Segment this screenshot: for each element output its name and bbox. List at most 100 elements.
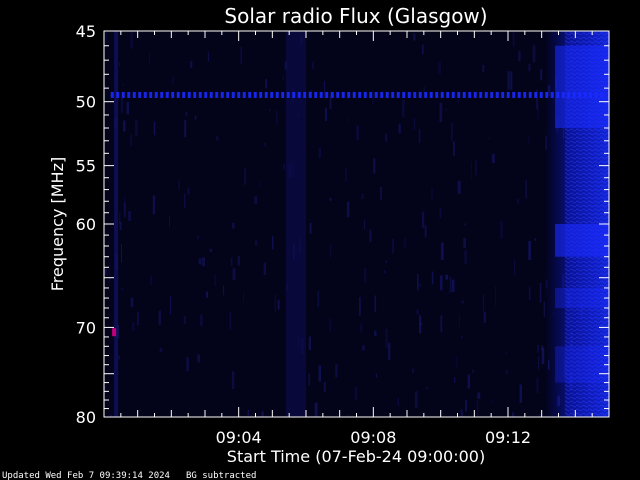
noise-streak [476, 399, 479, 416]
constant-line-segment [292, 91, 296, 98]
activity-band [555, 346, 609, 383]
noise-streak [346, 414, 349, 417]
noise-streak [440, 315, 443, 333]
noise-streak [109, 414, 113, 417]
noise-streak [505, 369, 508, 374]
noise-streak [159, 347, 163, 353]
noise-streak [129, 134, 132, 146]
activity-band [555, 45, 609, 128]
noise-streak [123, 203, 126, 218]
noise-streak [417, 273, 419, 291]
noise-streak [463, 237, 467, 248]
noise-streak [517, 198, 519, 205]
noise-streak [312, 61, 314, 70]
noise-streak [237, 255, 241, 266]
noise-streak [324, 108, 328, 122]
constant-line-segment [259, 91, 263, 98]
noise-streak [206, 291, 209, 298]
noise-streak [464, 250, 468, 264]
noise-streak [232, 268, 236, 280]
noise-streak [373, 158, 376, 174]
noise-streak [431, 271, 434, 285]
noise-streak [317, 291, 320, 308]
noise-streak [329, 197, 332, 201]
constant-line-segment [116, 91, 120, 98]
noise-streak [461, 336, 463, 339]
y-tick-label: 50 [76, 93, 96, 112]
noise-streak [240, 47, 243, 64]
noise-streak [282, 164, 286, 170]
noise-streak [128, 210, 131, 221]
noise-streak [197, 354, 201, 363]
noise-streak [453, 377, 456, 383]
noise-streak [451, 122, 453, 141]
constant-line-segment [121, 91, 125, 98]
noise-streak [488, 137, 490, 140]
noise-streak [372, 91, 375, 105]
noise-streak [263, 262, 266, 276]
y-tick-label: 60 [76, 215, 96, 234]
noise-streak [153, 121, 156, 136]
constant-line-segment [143, 91, 147, 98]
noise-streak [265, 79, 268, 89]
noise-streak [137, 311, 139, 326]
constant-line-segment [385, 91, 389, 98]
constant-line-segment [160, 91, 164, 98]
constant-line-segment [495, 91, 499, 98]
noise-streak [122, 83, 124, 87]
noise-streak [214, 274, 217, 287]
constant-line-segment [264, 91, 268, 98]
constant-line-segment [418, 91, 422, 98]
noise-streak [130, 31, 134, 49]
noise-streak [413, 33, 416, 41]
constant-line-segment [440, 91, 444, 98]
noise-streak [472, 369, 474, 373]
noise-streak [457, 98, 460, 103]
noise-streak [416, 309, 420, 315]
noise-streak [385, 328, 388, 348]
constant-line-segment [583, 91, 587, 98]
constant-line-segment [275, 91, 279, 98]
noise-streak [158, 310, 161, 325]
noise-streak [118, 355, 120, 360]
noise-streak [518, 51, 521, 62]
constant-line-segment [149, 91, 153, 98]
noise-streak [375, 373, 378, 378]
noise-streak [424, 225, 427, 238]
left-edge-column [114, 31, 119, 417]
activity-band [555, 224, 609, 257]
constant-line-segment [545, 91, 549, 98]
constant-line-segment [473, 91, 477, 98]
noise-streak [457, 180, 461, 194]
noise-streak [385, 133, 388, 142]
noise-streak [186, 357, 189, 372]
noise-streak [198, 258, 202, 265]
noise-streak [358, 296, 361, 316]
noise-streak [528, 63, 531, 72]
constant-line-segment [352, 91, 356, 98]
noise-streak [464, 399, 468, 412]
noise-streak [423, 86, 426, 97]
noise-streak [121, 287, 124, 291]
noise-streak [209, 248, 213, 252]
constant-line-segment [517, 91, 521, 98]
noise-streak [120, 97, 124, 114]
constant-line-segment [369, 91, 373, 98]
noise-streak [360, 193, 364, 200]
footer-updated: Updated Wed Feb 7 09:39:14 2024 [2, 471, 170, 480]
noise-streak [374, 295, 377, 313]
noise-streak [356, 125, 359, 141]
noise-streak [440, 242, 444, 260]
constant-line-segment [303, 91, 307, 98]
noise-streak [413, 117, 416, 131]
constant-line-segment [220, 91, 224, 98]
constant-line-segment [407, 91, 411, 98]
noise-streak [458, 314, 460, 327]
noise-streak [247, 410, 250, 416]
y-axis-label: Frequency [MHz] [48, 157, 67, 291]
noise-streak [168, 215, 171, 227]
constant-line-segment [110, 91, 114, 98]
constant-line-segment [374, 91, 378, 98]
noise-streak [528, 136, 530, 145]
noise-streak [404, 237, 407, 249]
